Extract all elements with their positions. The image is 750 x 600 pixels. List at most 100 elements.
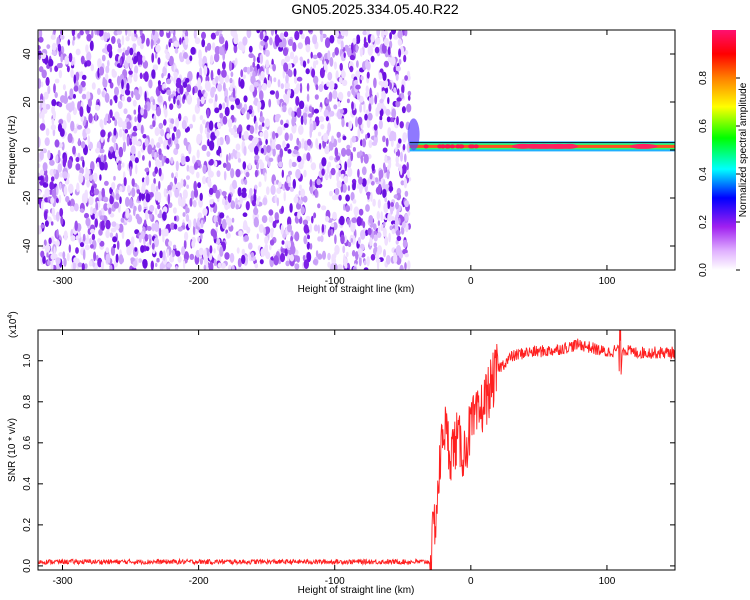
spectrogram-noise-blob xyxy=(148,79,153,89)
spectrogram-noise-blob xyxy=(117,48,123,53)
spectrogram-noise-blob xyxy=(260,248,266,257)
spectrogram-noise-blob xyxy=(404,190,409,197)
spectrogram-noise-blob xyxy=(222,115,228,125)
spectrogram-noise-blob xyxy=(282,69,285,79)
spectrogram-noise-blob xyxy=(364,113,368,121)
signal-hotspot xyxy=(473,144,479,149)
spectrogram-noise-blob xyxy=(217,68,221,76)
spectrogram-noise-blob xyxy=(208,261,214,270)
spectrogram-noise-blob xyxy=(179,85,184,95)
spectrogram-noise-blob xyxy=(138,192,142,202)
spectrogram-noise-blob xyxy=(135,140,142,147)
spectrogram-noise-blob xyxy=(387,97,390,105)
spectrogram-noise-blob xyxy=(87,98,92,108)
spectrogram-noise-blob xyxy=(66,252,70,262)
spectrogram-noise-blob xyxy=(133,207,136,216)
spectrogram-noise-blob xyxy=(190,46,196,55)
spectrogram-noise-blob xyxy=(361,138,367,148)
spectrogram-noise-blob xyxy=(336,172,339,183)
x-tick-label: 100 xyxy=(599,576,616,587)
spectrogram-noise-blob xyxy=(174,47,179,54)
spectrogram-noise-blob xyxy=(93,188,100,196)
spectrogram-noise-blob xyxy=(382,71,387,81)
spectrogram-noise-blob xyxy=(228,152,231,161)
spectrogram-noise-blob xyxy=(249,84,255,93)
y-tick-label: 0.8 xyxy=(22,394,33,408)
spectrogram-noise-blob xyxy=(123,108,128,115)
spectrogram-noise-blob xyxy=(336,131,341,139)
spectrogram-noise-blob xyxy=(46,252,49,258)
signal-hotspot xyxy=(512,143,534,149)
spectrogram-noise-blob xyxy=(70,120,75,132)
spectrogram-noise-blob xyxy=(274,30,278,35)
spectrogram-noise-blob xyxy=(305,44,311,53)
spectrogram-noise-blob xyxy=(243,130,249,141)
spectrogram-noise-blob xyxy=(323,60,327,71)
spectrogram-noise-blob xyxy=(107,60,110,67)
spectrogram-noise-blob xyxy=(295,96,300,106)
spectrogram-noise-blob xyxy=(64,55,70,65)
spectrogram-noise-blob xyxy=(91,30,94,39)
spectrogram-noise-blob xyxy=(68,52,73,63)
spectrogram-noise-blob xyxy=(90,185,95,194)
spectrogram-noise-blob xyxy=(304,36,311,47)
spectrogram-noise-blob xyxy=(45,103,51,110)
spectrogram-noise-blob xyxy=(197,89,202,98)
spectrogram-noise-blob xyxy=(324,173,329,180)
spectrogram-noise-blob xyxy=(345,194,350,202)
spectrogram-noise-blob xyxy=(270,30,274,36)
spectrogram-noise-blob xyxy=(365,91,369,99)
spectrogram-noise-blob xyxy=(213,259,217,267)
spectrogram-noise-blob xyxy=(64,154,68,164)
spectrogram-noise-blob xyxy=(113,201,119,209)
spectrogram-noise-blob xyxy=(248,53,254,59)
spectrogram-noise-blob xyxy=(208,160,214,166)
spectrogram-noise-blob xyxy=(248,143,252,151)
spectrogram-noise-blob xyxy=(202,207,208,216)
spectrogram-noise-blob xyxy=(323,109,329,118)
spectrogram-noise-blob xyxy=(136,122,142,131)
spectrogram-noise-blob xyxy=(202,90,205,95)
spectrogram-noise-blob xyxy=(368,215,374,224)
spectrogram-noise-blob xyxy=(129,47,134,56)
spectrogram-noise-blob xyxy=(109,232,114,238)
spectrogram-noise-blob xyxy=(86,51,92,62)
spectrogram-noise-blob xyxy=(73,257,78,264)
spectrogram-noise-blob xyxy=(221,218,227,230)
spectrogram-noise-blob xyxy=(114,86,119,97)
spectrogram-noise-blob xyxy=(404,153,407,163)
spectrogram-noise-blob xyxy=(140,230,145,239)
spectrogram-noise-blob xyxy=(224,106,230,117)
spectrogram-noise-blob xyxy=(350,151,354,162)
colorbar-ticks: 0.0 0.2 0.4 0.6 0.8 xyxy=(698,71,740,277)
spectrogram-noise-blob xyxy=(277,99,280,106)
spectrogram-noise-blob xyxy=(289,203,293,213)
spectrogram-noise-blob xyxy=(93,172,98,182)
spectrogram-noise-blob xyxy=(239,78,245,89)
spectrogram-noise-blob xyxy=(221,69,227,78)
spectrogram-noise-blob xyxy=(357,116,363,126)
spectrogram-noise-blob xyxy=(250,252,255,258)
spectrogram-noise-blob xyxy=(157,57,161,65)
spectrogram-noise-blob xyxy=(318,116,325,123)
spectrogram-noise-blob xyxy=(289,186,295,192)
spectrogram-noise-blob xyxy=(219,246,224,257)
spectrogram-noise-blob xyxy=(128,138,133,146)
spectrogram-noise-blob xyxy=(327,71,333,81)
spectrogram-noise-blob xyxy=(237,267,243,270)
spectrogram-noise-blob xyxy=(326,81,330,87)
spectrogram-noise-blob xyxy=(286,55,289,61)
spectrogram-noise-blob xyxy=(386,116,391,123)
spectrogram-noise-blob xyxy=(152,30,156,36)
spectrogram-noise-blob xyxy=(130,236,135,246)
spectrogram-noise-blob xyxy=(194,162,199,170)
spectrogram-noise-blob xyxy=(154,207,158,216)
spectrogram-noise-blob xyxy=(157,80,161,86)
spectrogram-noise-blob xyxy=(231,217,235,223)
spectrogram-noise-blob xyxy=(179,37,182,45)
spectrogram-noise-blob xyxy=(162,233,165,243)
spectrogram-noise-blob xyxy=(164,61,168,68)
spectrogram-noise-blob xyxy=(401,106,406,114)
spectrogram-noise-blob xyxy=(132,43,137,49)
spectrogram-noise-blob xyxy=(273,77,277,83)
